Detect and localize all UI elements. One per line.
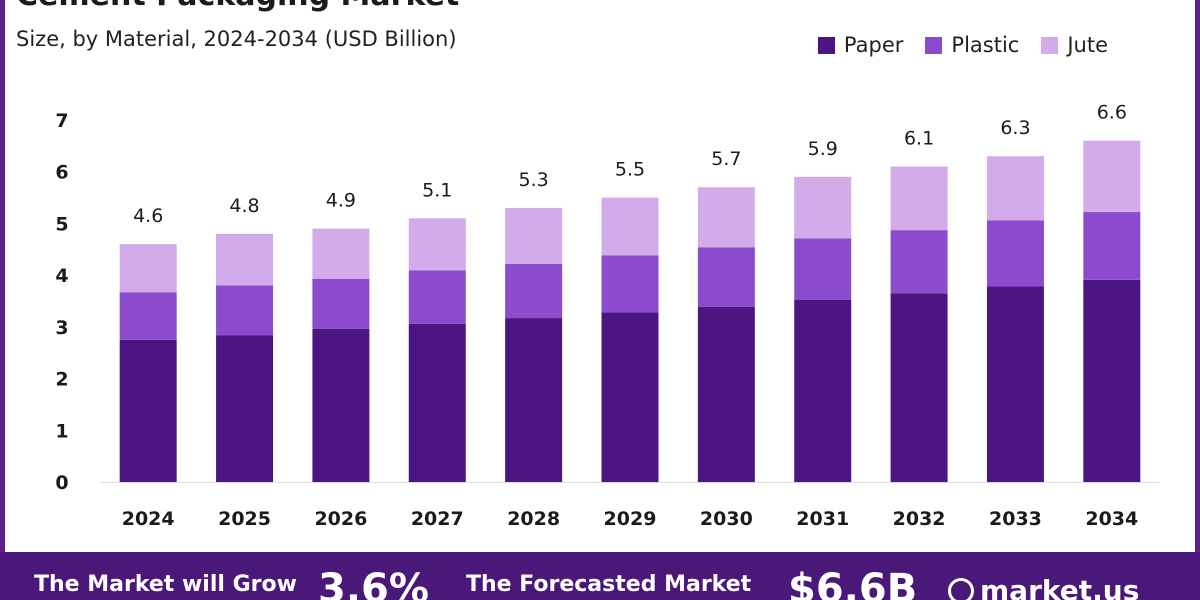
total-label-2027: 5.1	[422, 179, 452, 201]
chart-title: Cement Packaging Market	[16, 0, 459, 13]
bar-segment-jute-2026	[312, 228, 370, 279]
bar-segment-paper-2032	[890, 293, 948, 482]
footer-grow-text: The Market will Grow	[34, 572, 297, 597]
bar-segment-jute-2027	[408, 218, 466, 271]
bar-segment-plastic-2026	[312, 278, 370, 329]
bar-segment-jute-2030	[697, 187, 755, 248]
bar-segment-jute-2024	[119, 244, 177, 293]
total-label-2026: 4.9	[326, 190, 356, 212]
total-label-2032: 6.1	[904, 128, 934, 150]
bar-segment-plastic-2033	[986, 220, 1044, 287]
y-tick-label: 7	[55, 110, 68, 132]
bar-segment-plastic-2032	[890, 230, 948, 294]
bar-segment-paper-2026	[312, 328, 370, 482]
legend-item-plastic: Plastic	[925, 33, 1019, 57]
frame-right-border	[1195, 0, 1200, 552]
bar-segment-jute-2028	[505, 207, 563, 264]
bar-segment-paper-2024	[119, 339, 177, 482]
bar-segment-paper-2034	[1083, 279, 1141, 482]
bar-segment-jute-2031	[794, 176, 852, 239]
bar-segment-paper-2033	[986, 286, 1044, 482]
legend-item-jute: Jute	[1041, 33, 1108, 57]
bar-segment-paper-2031	[794, 299, 852, 482]
legend-swatch-jute	[1041, 36, 1059, 54]
total-label-2025: 4.8	[229, 195, 259, 217]
total-label-2028: 5.3	[519, 169, 549, 191]
footer-banner: The Market will Grow 3.6% The Forecasted…	[0, 552, 1200, 600]
market-us-logo-icon	[948, 577, 974, 600]
y-tick-label: 4	[55, 265, 68, 287]
bar-segment-paper-2029	[601, 312, 659, 482]
x-tick-label-2028: 2028	[507, 508, 560, 530]
total-label-2029: 5.5	[615, 159, 645, 181]
total-label-2031: 5.9	[808, 138, 838, 160]
bar-segment-paper-2030	[697, 306, 755, 482]
bar-segment-plastic-2024	[119, 292, 177, 340]
total-label-2033: 6.3	[1000, 117, 1030, 139]
legend-swatch-paper	[817, 36, 835, 54]
brand-logo: market.us	[948, 574, 1139, 600]
x-tick-label-2026: 2026	[314, 508, 367, 530]
y-tick-label: 1	[55, 420, 68, 442]
bar-segment-jute-2034	[1083, 140, 1141, 213]
x-tick-label-2025: 2025	[218, 508, 271, 530]
legend-swatch-plastic	[925, 36, 943, 54]
bar-segment-paper-2025	[216, 335, 274, 482]
bar-segment-jute-2033	[986, 156, 1044, 221]
x-tick-label-2024: 2024	[122, 508, 175, 530]
y-tick-label: 6	[55, 162, 68, 184]
x-tick-label-2034: 2034	[1085, 508, 1138, 530]
legend: Paper Plastic Jute	[817, 33, 1108, 57]
y-tick-label: 5	[55, 213, 68, 235]
frame-left-border	[0, 0, 5, 552]
y-tick-label: 0	[55, 472, 68, 494]
x-tick-label-2027: 2027	[411, 508, 464, 530]
footer-cagr-value: 3.6%	[318, 566, 429, 600]
x-tick-label-2031: 2031	[796, 508, 849, 530]
brand-name: market.us	[980, 574, 1140, 600]
x-tick-label-2030: 2030	[700, 508, 753, 530]
chart-subtitle: Size, by Material, 2024-2034 (USD Billio…	[16, 27, 457, 51]
bar-segment-plastic-2029	[601, 255, 659, 313]
x-tick-label-2029: 2029	[604, 508, 657, 530]
x-tick-label-2033: 2033	[989, 508, 1042, 530]
bar-segment-plastic-2034	[1083, 212, 1141, 280]
bar-segment-plastic-2031	[794, 238, 852, 300]
stacked-bar-chart: 0 1 2 3 4 5 6 7 4.6 2024 4.8 2025 4.9 2026 5.1 2027 5.3 2…	[55, 102, 1160, 530]
footer-forecast-value: $6.6B	[788, 566, 918, 600]
x-tick-label-2032: 2032	[893, 508, 946, 530]
bar-segment-plastic-2025	[216, 285, 274, 336]
bar-segment-paper-2028	[505, 318, 563, 482]
bar-segment-paper-2027	[408, 323, 466, 482]
y-tick-label: 3	[55, 317, 68, 339]
bar-segment-jute-2032	[890, 166, 948, 231]
legend-item-paper: Paper	[817, 33, 904, 57]
legend-label-plastic: Plastic	[951, 33, 1020, 57]
legend-label-paper: Paper	[843, 33, 904, 57]
footer-forecast-text: The Forecasted Market	[466, 572, 752, 597]
bar-segment-plastic-2030	[697, 247, 755, 307]
bar-segment-plastic-2027	[408, 270, 466, 324]
total-label-2030: 5.7	[711, 148, 741, 170]
bar-segment-plastic-2028	[505, 263, 563, 319]
legend-label-jute: Jute	[1067, 33, 1108, 57]
y-tick-label: 2	[55, 369, 68, 391]
bar-segment-jute-2029	[601, 197, 659, 256]
total-label-2034: 6.6	[1097, 102, 1127, 124]
bar-segment-jute-2025	[216, 233, 274, 286]
total-label-2024: 4.6	[133, 205, 163, 227]
